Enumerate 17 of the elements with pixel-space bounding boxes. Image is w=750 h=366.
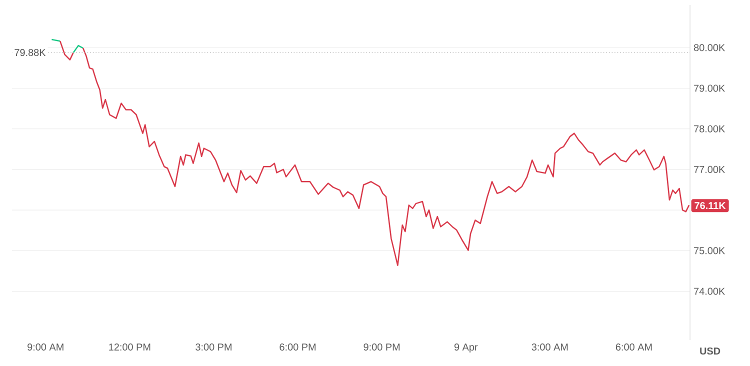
y-tick-label: 77.00K — [694, 166, 725, 173]
y-tick-label: 78.00K — [694, 125, 725, 132]
ref-line-label: 79.88K — [14, 48, 46, 56]
y-tick-label: 74.00K — [694, 288, 725, 295]
y-axis-title: USD — [700, 348, 720, 355]
y-tick-label: 79.00K — [694, 84, 725, 92]
x-tick-label: 12:00 PM — [109, 344, 150, 351]
x-tick-label: 9:00 AM — [28, 344, 64, 351]
x-tick-label: 6:00 PM — [280, 344, 316, 351]
y-tick-label: 80.00K — [694, 44, 725, 52]
annotation: 76.11K — [694, 202, 726, 210]
x-tick-label: 3:00 PM — [196, 344, 232, 351]
x-tick-label: 3:00 AM — [532, 344, 568, 351]
x-tick-label: 9 Apr — [454, 344, 478, 353]
x-tick-label: 9:00 PM — [364, 344, 400, 351]
y-tick-label: 75.00K — [694, 247, 725, 254]
x-tick-label: 6:00 AM — [616, 344, 652, 351]
